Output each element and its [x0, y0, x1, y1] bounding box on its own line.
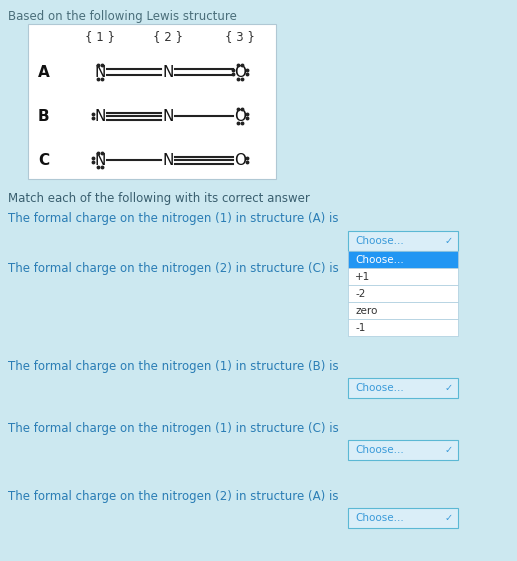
Bar [348, 302, 458, 319]
Text: ✓: ✓ [445, 445, 453, 455]
Text: Choose...: Choose... [355, 445, 404, 455]
Text: O: O [234, 153, 246, 168]
Text: ✓: ✓ [445, 383, 453, 393]
Text: N: N [162, 65, 174, 80]
Text: The formal charge on the nitrogen (1) in structure (B) is: The formal charge on the nitrogen (1) in… [8, 360, 339, 373]
Bar [348, 285, 458, 302]
Text: { 2 }: { 2 } [153, 30, 183, 43]
Bar [348, 378, 458, 398]
Text: Match each of the following with its correct answer: Match each of the following with its cor… [8, 192, 310, 205]
Text: The formal charge on the nitrogen (1) in structure (C) is: The formal charge on the nitrogen (1) in… [8, 422, 339, 435]
Text: Choose...: Choose... [355, 383, 404, 393]
Bar [348, 231, 458, 251]
Text: N: N [94, 108, 105, 123]
Text: The formal charge on the nitrogen (2) in structure (C) is: The formal charge on the nitrogen (2) in… [8, 262, 339, 275]
Bar [348, 251, 458, 268]
Text: B: B [38, 108, 50, 123]
Text: -1: -1 [355, 323, 366, 333]
Bar [348, 440, 458, 460]
Text: ✓: ✓ [445, 236, 453, 246]
Text: The formal charge on the nitrogen (2) in structure (A) is: The formal charge on the nitrogen (2) in… [8, 490, 339, 503]
Text: zero: zero [355, 306, 377, 315]
Bar [348, 268, 458, 285]
Bar [348, 508, 458, 528]
Text: N: N [162, 153, 174, 168]
Text: A: A [38, 65, 50, 80]
Text: Choose...: Choose... [355, 236, 404, 246]
Text: O: O [234, 108, 246, 123]
Text: Choose...: Choose... [355, 255, 404, 264]
Text: -2: -2 [355, 288, 366, 298]
Text: C: C [38, 153, 49, 168]
Text: The formal charge on the nitrogen (1) in structure (A) is: The formal charge on the nitrogen (1) in… [8, 212, 339, 225]
Text: N: N [94, 65, 105, 80]
Text: +1: +1 [355, 272, 370, 282]
Text: ✓: ✓ [445, 513, 453, 523]
Text: Choose...: Choose... [355, 513, 404, 523]
Bar [28, 24, 276, 179]
Text: { 3 }: { 3 } [225, 30, 255, 43]
Text: O: O [234, 65, 246, 80]
Text: N: N [162, 108, 174, 123]
Text: Based on the following Lewis structure: Based on the following Lewis structure [8, 10, 237, 23]
Text: { 1 }: { 1 } [85, 30, 115, 43]
Text: N: N [94, 153, 105, 168]
Bar [348, 319, 458, 336]
